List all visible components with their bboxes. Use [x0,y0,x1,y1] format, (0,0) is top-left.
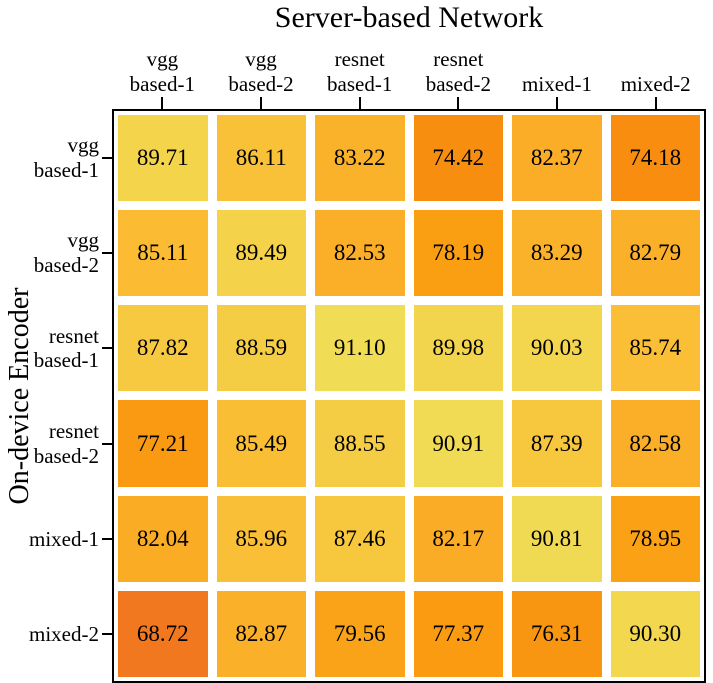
x-tick-label-3: resnet based-2 [425,47,491,97]
heatmap-cell-r2-c3: 89.98 [413,305,503,392]
heatmap-cell-r3-c4: 87.39 [512,400,602,487]
x-axis-ticks [113,97,705,110]
heatmap-cell-r4-c0: 82.04 [118,495,208,582]
heatmap-cell-r2-c0: 87.82 [118,305,208,392]
heatmap-cell-r4-c2: 87.46 [315,495,405,582]
heatmap-cell-r0-c2: 83.22 [315,115,405,202]
y-tick-label-4: mixed-1 [29,526,99,551]
y-tick-label-1: vgg based-2 [33,228,99,277]
y-tick-mark [102,442,113,445]
y-tick-mark [102,633,113,636]
chart-title: Server-based Network [274,1,544,34]
heatmap-cell-r1-c1: 89.49 [216,210,306,297]
heatmap-cell-r0-c0: 89.71 [118,115,208,202]
x-tick-label-5: mixed-2 [620,72,691,97]
y-tick-label-2: resnet based-1 [33,323,99,373]
x-tick-mark [161,97,164,110]
y-tick-label-0: vgg based-1 [33,132,99,182]
y-axis-tick-labels: vgg based-1 vgg based-2 resnet based-1 resn… [0,110,99,682]
x-axis-tick-labels: vgg based-1 vgg based-2 resnet based-1 resn… [113,38,705,97]
heatmap-cell-r3-c1: 85.49 [216,400,306,487]
heatmap-cell-r1-c3: 78.19 [413,210,503,297]
heatmap-cell-r2-c5: 85.74 [610,305,700,392]
heatmap-cell-r0-c3: 74.42 [413,115,503,202]
heatmap-cell-r5-c2: 79.56 [315,590,405,677]
heatmap-cell-r5-c3: 77.37 [413,590,503,677]
x-tick-label-0: vgg based-1 [129,47,195,97]
heatmap-cell-r5-c4: 76.31 [512,590,602,677]
heatmap-cell-r1-c4: 83.29 [512,210,602,297]
x-tick-label-4: mixed-1 [522,72,593,97]
heatmap-cell-r1-c0: 85.11 [118,210,208,297]
y-tick-mark [102,347,113,350]
x-tick-mark [260,97,262,110]
y-axis-ticks [102,110,113,682]
heatmap-cell-r3-c5: 82.58 [610,400,700,487]
x-tick-mark [457,97,460,110]
heatmap-cell-r0-c1: 86.11 [216,115,306,202]
heatmap-cell-r0-c5: 74.18 [610,115,700,202]
heatmap-cell-r1-c5: 82.79 [610,210,700,297]
heatmap-cell-r4-c3: 82.17 [413,495,503,582]
x-tick-mark [358,97,361,110]
heatmap-cell-r4-c1: 85.96 [216,495,306,582]
y-tick-mark [102,156,113,159]
heatmap-cell-r2-c1: 88.59 [216,305,306,392]
heatmap-cell-r4-c4: 90.81 [512,495,602,582]
y-tick-label-3: resnet based-2 [33,418,99,468]
x-tick-mark [556,97,559,110]
heatmap-cell-r2-c2: 91.10 [315,305,405,392]
x-tick-mark [654,97,657,110]
heatmap-cell-r5-c0: 68.72 [118,590,208,677]
y-tick-mark [102,537,113,540]
heatmap-cell-r0-c4: 82.37 [512,115,602,202]
x-tick-label-2: resnet based-1 [327,47,393,97]
heatmap-cell-r3-c3: 90.91 [413,400,503,487]
heatmap-cell-r1-c2: 82.53 [315,210,405,297]
heatmap-cell-r5-c5: 90.30 [610,590,700,677]
heatmap-cell-r3-c0: 77.21 [118,400,208,487]
heatmap-cell-r3-c2: 88.55 [315,400,405,487]
y-tick-mark [102,251,113,254]
heatmap-cell-r2-c4: 90.03 [512,305,602,392]
y-tick-label-5: mixed-2 [29,621,99,646]
heatmap-cell-r4-c5: 78.95 [610,495,700,582]
x-tick-label-1: vgg based-2 [228,47,294,97]
heatmap-grid: 89.71 86.11 83.22 74.42 82.37 74.18 85.11 89.49… [112,109,706,683]
heatmap-cell-r5-c1: 82.87 [216,590,306,677]
